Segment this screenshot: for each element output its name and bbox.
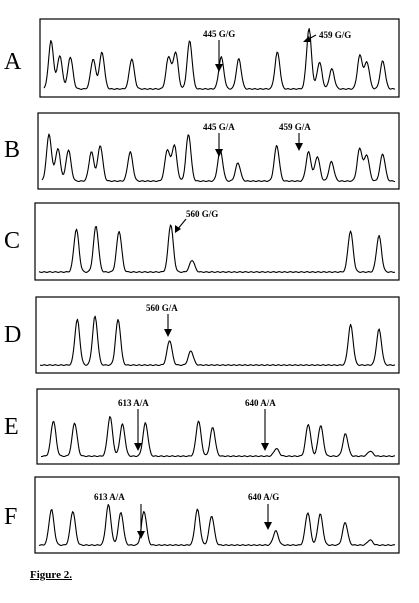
panel-c: C 560 G/G [4,202,400,281]
arrowhead-445-b [215,149,223,157]
arrowhead-445-a [215,64,223,72]
annotation-459-b: 459 G/A [279,122,311,132]
annotation-613-f: 613 A/A [94,492,125,502]
chromatogram-trace-d [39,315,396,367]
annotation-613-e: 613 A/A [118,398,149,408]
arrowhead-640-f [264,522,272,530]
panel-a: A 445 G/G 459 G/G [4,18,400,98]
arrowhead-613-f [137,531,145,539]
panel-f: F 613 A/A 640 A/G [4,476,400,554]
panel-letter-f: F [4,504,17,530]
annotation-560-d: 560 G/A [146,303,178,313]
panel-b-frame [37,112,400,190]
annotation-560-c: 560 G/G [186,209,218,219]
annotation-640-e: 640 A/A [245,398,276,408]
arrowhead-613-e [134,443,142,451]
annotation-459-a: 459 G/G [319,30,351,40]
figure-caption: Figure 2. [30,569,72,581]
panel-e-frame [36,388,400,465]
arrowhead-560-c [175,225,181,233]
annotation-445-b: 445 G/A [203,122,235,132]
panel-letter-a: A [4,49,22,75]
panel-d-frame [35,296,400,374]
panel-e: E 613 A/A 640 A/A [4,388,400,465]
chromatogram-trace-f [38,503,396,547]
chromatogram-trace-e [41,415,396,458]
panel-letter-d: D [4,322,21,348]
chromatogram-trace-c [38,224,396,273]
annotation-640-f: 640 A/G [248,492,279,502]
annotation-445-a: 445 G/G [203,29,235,39]
chromatogram-trace-b [41,133,396,183]
panel-letter-c: C [4,228,20,254]
arrowhead-640-e [261,443,269,451]
panel-letter-e: E [4,414,19,440]
arrowhead-459-a [303,36,311,42]
arrowhead-459-b [295,143,303,151]
panel-letter-b: B [4,137,20,163]
panel-a-frame [39,18,400,98]
arrowhead-560-d [164,329,172,337]
panel-d: D 560 G/A [4,296,400,374]
panel-b: B 445 G/A 459 G/A [4,112,400,190]
panel-f-frame [34,476,400,554]
panel-c-frame [34,202,400,281]
